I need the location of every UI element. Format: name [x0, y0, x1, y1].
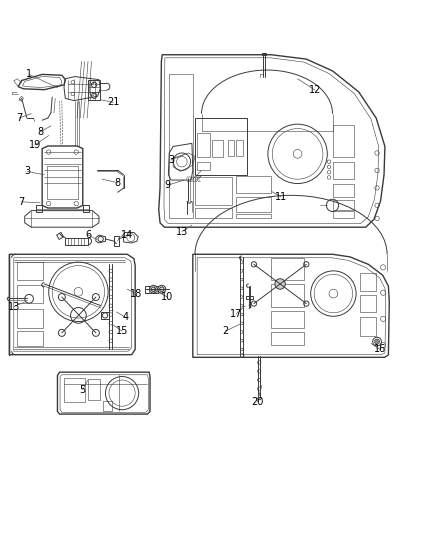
Text: 14: 14 — [121, 230, 134, 240]
Bar — [237, 176, 272, 193]
Bar — [88, 379, 100, 400]
Bar — [332, 200, 354, 210]
Bar — [228, 140, 234, 157]
Text: 5: 5 — [80, 385, 86, 394]
Bar — [332, 161, 354, 179]
Bar — [272, 311, 304, 328]
Bar — [195, 118, 247, 175]
Text: 2: 2 — [223, 326, 229, 336]
Text: 15: 15 — [116, 326, 128, 336]
Bar — [332, 211, 354, 219]
Text: 8: 8 — [115, 177, 121, 188]
Text: 17: 17 — [230, 309, 243, 319]
Polygon shape — [262, 53, 266, 55]
Text: 13: 13 — [176, 227, 188, 237]
Text: 11: 11 — [275, 192, 287, 201]
Bar — [197, 161, 210, 171]
Bar — [272, 258, 304, 280]
Text: 12: 12 — [309, 85, 321, 95]
Circle shape — [150, 285, 157, 293]
Text: 3: 3 — [24, 166, 30, 176]
Bar — [195, 207, 232, 219]
Circle shape — [374, 339, 380, 344]
Bar — [46, 166, 78, 199]
Bar — [237, 197, 272, 212]
Text: 8: 8 — [37, 127, 43, 137]
Text: 6: 6 — [85, 230, 91, 240]
Bar — [360, 317, 376, 336]
Text: 3: 3 — [168, 155, 174, 165]
Text: 13: 13 — [8, 302, 20, 312]
Bar — [195, 177, 232, 205]
Bar — [332, 183, 354, 197]
Text: 16: 16 — [374, 344, 386, 354]
Bar — [17, 285, 42, 303]
Text: 21: 21 — [107, 98, 120, 107]
Bar — [17, 331, 42, 346]
Text: 10: 10 — [161, 292, 173, 302]
Text: 1: 1 — [26, 69, 32, 79]
Text: 7: 7 — [18, 197, 25, 207]
Bar — [272, 332, 304, 345]
Bar — [360, 273, 376, 290]
Circle shape — [158, 285, 166, 293]
Text: 7: 7 — [16, 113, 22, 123]
Text: 20: 20 — [251, 397, 264, 407]
Bar — [103, 400, 112, 411]
Bar — [237, 214, 272, 219]
Text: 19: 19 — [28, 140, 41, 150]
Bar — [237, 140, 243, 157]
Text: 4: 4 — [122, 312, 128, 322]
Bar — [332, 125, 354, 157]
Text: 18: 18 — [130, 288, 142, 298]
Bar — [360, 295, 376, 312]
Bar — [212, 140, 223, 157]
Bar — [197, 133, 210, 157]
Text: 9: 9 — [164, 180, 170, 190]
Circle shape — [275, 279, 286, 289]
Bar — [17, 262, 42, 280]
Bar — [17, 309, 42, 328]
Bar — [169, 75, 193, 219]
Bar — [64, 378, 85, 402]
Bar — [272, 284, 304, 306]
